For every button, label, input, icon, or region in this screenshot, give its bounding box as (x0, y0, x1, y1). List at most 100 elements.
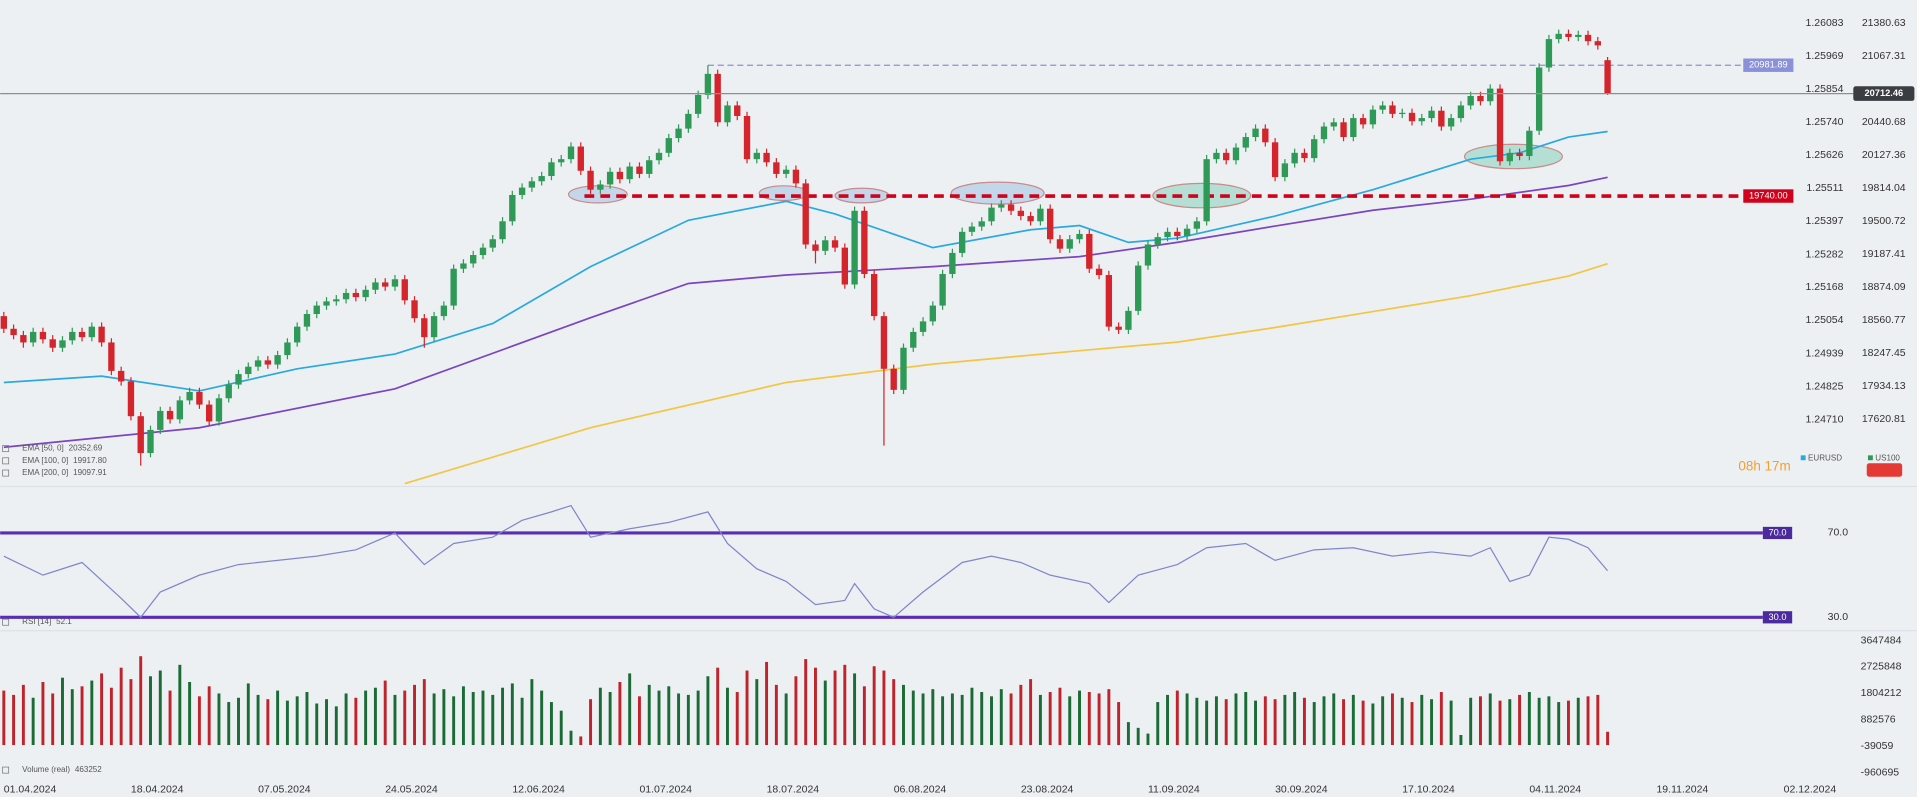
candle-body (792, 169, 800, 184)
volume-bar (1547, 696, 1551, 746)
ema-line (3, 130, 1608, 392)
volume-bar (1449, 700, 1453, 746)
volume-bar (1381, 696, 1385, 746)
volume-bar (1332, 693, 1336, 746)
candle-body (1115, 326, 1122, 330)
volume-bar (1107, 689, 1111, 746)
volume-bar (735, 692, 739, 746)
highlight (950, 181, 1045, 205)
volume-bar (960, 694, 964, 746)
rsi-line (3, 504, 1609, 619)
volume-bar (334, 706, 338, 746)
volume-bar (950, 693, 954, 746)
candle-body (176, 400, 184, 420)
volume-bar (1420, 694, 1424, 746)
volume-bar (745, 670, 749, 746)
candle-body (1330, 122, 1337, 127)
rsi-level-tag (1762, 526, 1793, 540)
candle-body (499, 221, 506, 240)
volume-bar (1459, 735, 1463, 746)
candle-body (274, 355, 281, 365)
candle-body (1086, 233, 1093, 269)
volume-bar (80, 686, 84, 746)
candle-body (734, 105, 741, 116)
candle-body (1359, 118, 1367, 125)
candle-body (1594, 41, 1601, 46)
volume-bar (168, 690, 172, 746)
volume-bar (902, 684, 905, 746)
candle-body (333, 299, 340, 302)
volume-bar (540, 690, 544, 746)
volume-bar (1469, 697, 1473, 746)
volume-bar (1351, 694, 1355, 746)
candle-body (1007, 204, 1015, 211)
candle-body (1017, 210, 1025, 217)
volume-bar (784, 693, 788, 746)
candle-body (861, 210, 868, 274)
candle-body (1418, 118, 1425, 122)
x-tick-label: 19.11.2024 (1656, 783, 1708, 795)
volume-bar (1166, 694, 1169, 746)
candle-body (294, 326, 301, 343)
candle-body (567, 146, 575, 160)
candle-body (352, 292, 360, 298)
candle-body (108, 342, 115, 371)
candle-body (743, 115, 751, 160)
volume-bar (510, 683, 514, 746)
volume-bar (1195, 697, 1199, 746)
candle-body (646, 160, 653, 174)
candle-body (362, 289, 369, 298)
candle-body (919, 321, 927, 332)
volume-bar (1117, 702, 1121, 746)
candle-body (528, 181, 536, 188)
candle-body (949, 252, 956, 274)
volume-bar (804, 659, 808, 746)
y-tick-label: 17934.13 (1862, 380, 1906, 392)
candle-body (440, 305, 448, 317)
y-tick-label: 21067.31 (1862, 50, 1906, 62)
candle-body (1301, 152, 1308, 159)
candle-body (411, 300, 418, 319)
y-tick-label: 18874.09 (1862, 281, 1906, 293)
y-tick-label: -39059 (1861, 740, 1894, 752)
volume-bar (1361, 700, 1365, 746)
legend-text: 20352.69 (69, 444, 103, 453)
volume-bar (1508, 699, 1512, 746)
volume-bar (1322, 696, 1326, 746)
volume-bar (1254, 700, 1258, 746)
candle-body (1438, 110, 1445, 127)
y-tick-label: 30.0 (1828, 611, 1849, 623)
candle-body (460, 263, 467, 269)
y-tick-label: 3647484 (1861, 634, 1902, 646)
candle-body (1545, 39, 1553, 68)
candle-body (939, 273, 946, 306)
candle-body (753, 152, 760, 160)
volume-bar (491, 694, 495, 746)
volume-bar (393, 694, 397, 746)
volume-bar (403, 690, 407, 746)
volume-bar (315, 703, 319, 746)
volume-bar (1029, 679, 1033, 746)
candle-body (39, 331, 47, 340)
candle-body (1047, 208, 1054, 240)
volume-bar (285, 700, 289, 746)
volume-bar (882, 670, 886, 746)
candle-body (704, 73, 712, 95)
volume-bar (686, 694, 690, 746)
x-tick-label: 12.06.2024 (512, 783, 565, 795)
volume-bar (579, 736, 583, 746)
legend-icon (2, 457, 10, 465)
candle-body (1271, 142, 1279, 178)
volume-bar (1557, 702, 1561, 746)
volume-bar (383, 680, 387, 746)
candle-body (773, 162, 780, 174)
volume-bar (2, 690, 6, 746)
candle-body (1526, 130, 1533, 157)
volume-bar (1048, 692, 1052, 746)
volume-bar (862, 686, 866, 746)
x-tick-label: 06.08.2024 (894, 783, 947, 795)
volume-bar (1224, 699, 1228, 746)
volume-bar (589, 699, 593, 746)
volume-bar (549, 702, 553, 746)
volume-bar (1205, 700, 1209, 746)
